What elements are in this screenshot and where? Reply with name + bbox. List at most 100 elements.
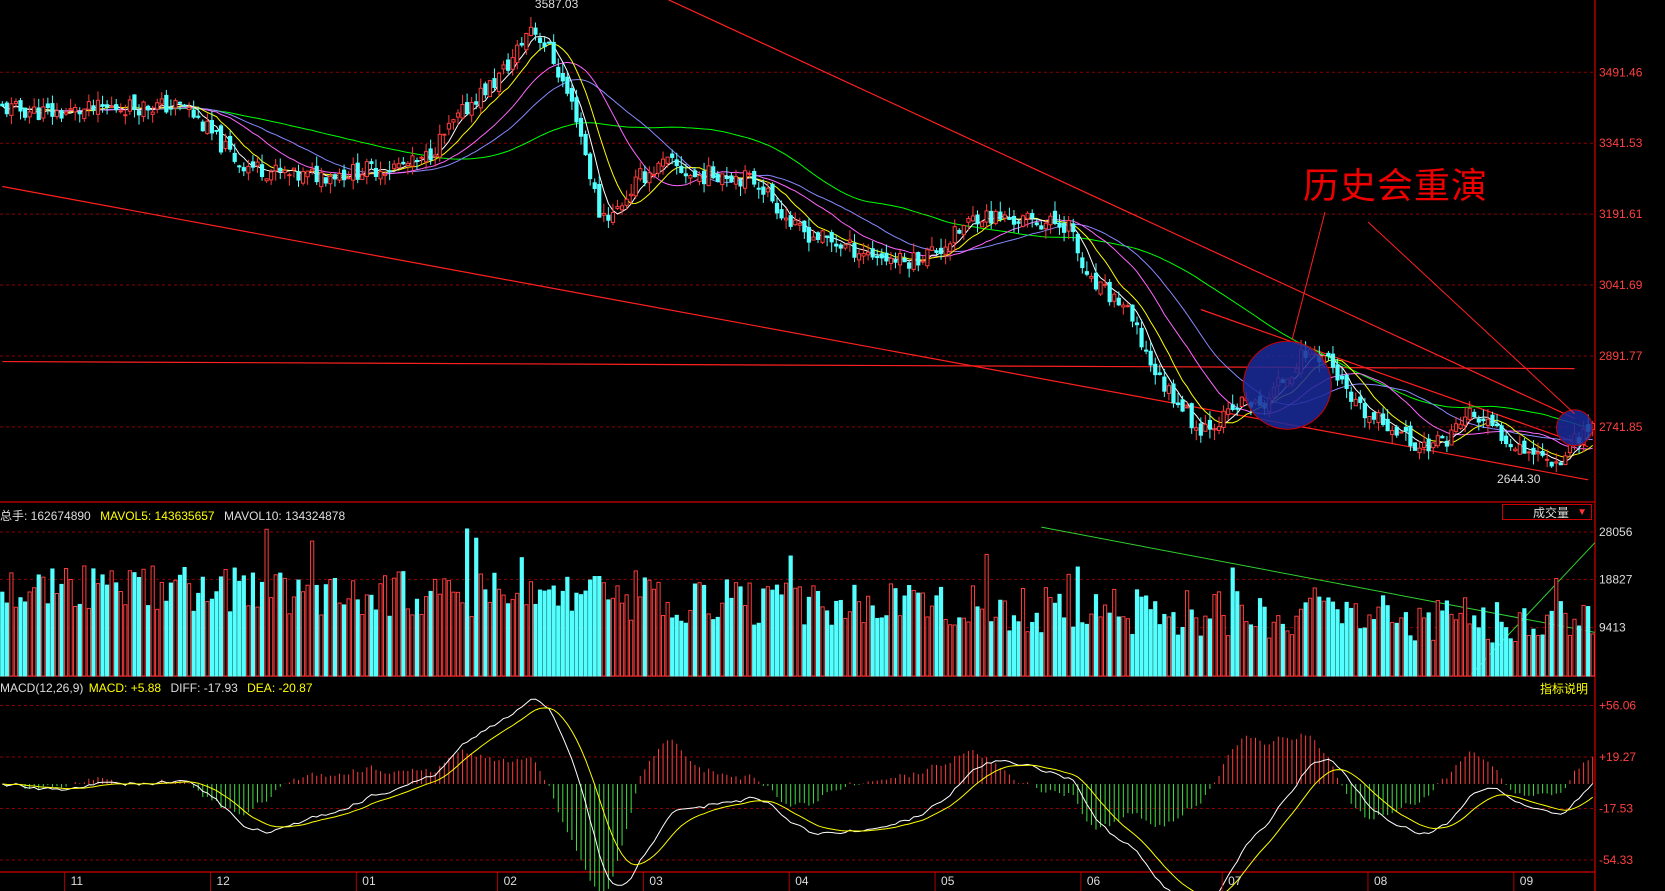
candle-body bbox=[209, 120, 215, 134]
candle-body bbox=[273, 164, 278, 172]
candle-body bbox=[1344, 374, 1349, 389]
volume-bar bbox=[73, 605, 78, 677]
candle-body bbox=[519, 42, 524, 46]
volume-bar bbox=[460, 602, 465, 677]
volume-bar bbox=[588, 579, 593, 677]
candle-body bbox=[902, 257, 907, 263]
volume-bar bbox=[59, 583, 64, 677]
macd-name: MACD(12,26,9) bbox=[0, 681, 84, 695]
volume-bar bbox=[68, 578, 73, 677]
volume-bar bbox=[779, 594, 784, 677]
candle-body bbox=[1180, 399, 1185, 412]
volume-bar bbox=[528, 581, 534, 677]
candle-body bbox=[82, 108, 87, 120]
candle-body bbox=[428, 148, 433, 161]
volume-bar bbox=[1522, 608, 1527, 677]
volume-bar bbox=[278, 572, 283, 677]
volume-bar bbox=[806, 596, 811, 677]
volume-selector[interactable]: 成交量 ▼ bbox=[1502, 504, 1592, 520]
volume-bar bbox=[1057, 593, 1062, 677]
volume-bar bbox=[1563, 612, 1568, 677]
candle-body bbox=[164, 94, 169, 113]
volume-bar bbox=[556, 605, 561, 677]
volume-bar bbox=[651, 588, 657, 677]
volume-bar bbox=[1216, 591, 1222, 677]
candle-body bbox=[861, 252, 866, 257]
candle-body bbox=[1339, 375, 1345, 380]
volume-bar bbox=[1084, 623, 1089, 677]
candle-body bbox=[847, 239, 853, 243]
candle-body bbox=[114, 104, 119, 111]
candle-body bbox=[1144, 349, 1149, 352]
candle-body bbox=[1385, 418, 1390, 432]
ma20-line bbox=[1, 61, 1593, 450]
candle-body bbox=[68, 108, 73, 111]
candle-body bbox=[793, 219, 798, 226]
volume-bar bbox=[1549, 610, 1554, 677]
candle-body bbox=[879, 253, 884, 259]
volume-bar bbox=[455, 591, 461, 677]
volume-bar bbox=[63, 568, 69, 677]
macd-tick-label: +56.06 bbox=[1599, 699, 1636, 713]
candle-body bbox=[59, 110, 64, 119]
volume-bar bbox=[200, 576, 205, 677]
candle-body bbox=[104, 104, 110, 108]
candle-body bbox=[478, 87, 483, 109]
volume-bar bbox=[182, 566, 187, 677]
ma5-line bbox=[1, 35, 1594, 463]
candle-body bbox=[187, 107, 192, 111]
indicator-help-button[interactable]: 指标说明 bbox=[1540, 682, 1589, 696]
candle-body bbox=[1103, 283, 1108, 286]
candle-body bbox=[360, 174, 365, 180]
volume-bar bbox=[95, 583, 101, 677]
volume-bar bbox=[765, 586, 770, 677]
month-tick-label: 03 bbox=[649, 874, 663, 888]
volume-bar bbox=[1080, 622, 1085, 677]
volume-bar bbox=[948, 624, 953, 677]
volume-bar bbox=[414, 598, 420, 677]
volume-bar bbox=[1508, 638, 1513, 677]
volume-bar bbox=[469, 616, 474, 677]
volume-bar bbox=[770, 589, 775, 677]
candle-body bbox=[825, 235, 830, 238]
low-price-label: 2644.30 bbox=[1497, 472, 1541, 486]
volume-bar bbox=[305, 584, 310, 677]
volume-bar bbox=[1298, 608, 1304, 677]
volume-bar bbox=[1535, 634, 1541, 677]
candle-body bbox=[916, 252, 921, 266]
candle-body bbox=[742, 170, 748, 189]
volume-bar bbox=[423, 596, 429, 677]
candle-body bbox=[410, 155, 415, 167]
candle-body bbox=[487, 80, 492, 98]
volume-bar bbox=[1485, 638, 1491, 677]
volume-bar bbox=[711, 619, 716, 677]
candle-body bbox=[1485, 418, 1491, 426]
candle-body bbox=[911, 252, 916, 270]
volume-bar bbox=[173, 579, 178, 677]
candle-body bbox=[1007, 217, 1012, 220]
macd-value: MACD: +5.88 bbox=[88, 681, 162, 695]
candle-body bbox=[168, 107, 173, 110]
volume-bar bbox=[970, 585, 976, 677]
candle-body bbox=[1522, 440, 1527, 454]
volume-bar bbox=[123, 604, 128, 677]
high-price-label: 3587.03 bbox=[535, 0, 579, 11]
volume-bar bbox=[209, 598, 215, 677]
candle-body bbox=[250, 161, 256, 168]
volume-bar bbox=[692, 583, 698, 677]
volume-bar bbox=[259, 581, 265, 677]
volume-bar bbox=[1043, 587, 1048, 677]
candle-body bbox=[1504, 435, 1509, 445]
candle-body bbox=[592, 182, 597, 190]
candle-body bbox=[929, 246, 935, 251]
volume-bar bbox=[729, 597, 734, 677]
candle-body bbox=[578, 117, 584, 137]
volume-bar bbox=[32, 587, 37, 677]
volume-bar bbox=[1166, 616, 1172, 677]
volume-bar bbox=[1139, 596, 1144, 677]
macd-histogram bbox=[2, 698, 1594, 891]
volume-bar bbox=[1116, 616, 1121, 677]
volume-bar bbox=[1180, 626, 1185, 677]
candle-body bbox=[405, 162, 410, 167]
